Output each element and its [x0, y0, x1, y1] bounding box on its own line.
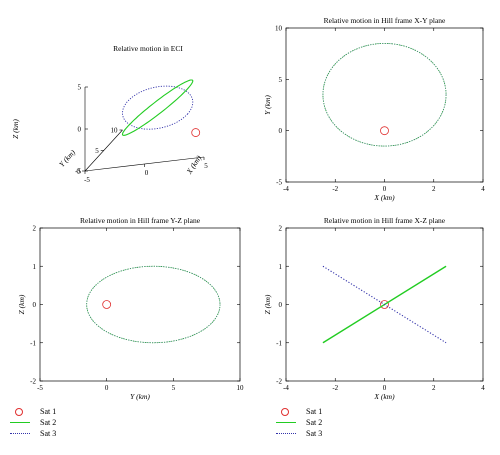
legend-label: Sat 1 — [40, 407, 57, 416]
x-axis-label: X (km) — [184, 153, 203, 176]
y-axis-label: Y (km) — [263, 95, 272, 115]
plot-frame — [285, 27, 484, 183]
y-tick-label: 1 — [33, 263, 37, 271]
plot-frame — [39, 227, 241, 382]
sat3-trajectory — [322, 265, 447, 344]
x-tick-label: 4 — [481, 185, 485, 193]
legend-entry: Sat 2 — [10, 417, 56, 428]
z-tick-label: -5 — [75, 168, 81, 176]
sat1-marker — [380, 300, 389, 309]
y-tick-label: -2 — [276, 378, 282, 386]
y-tick-label: 2 — [33, 225, 37, 233]
y-tick-label: 0 — [279, 127, 283, 135]
plot-title: Relative motion in ECI — [113, 44, 183, 53]
sat1-marker — [102, 300, 112, 309]
legend-label: Sat 1 — [306, 407, 323, 416]
sat2-trajectory — [121, 79, 194, 136]
legend-symbol — [10, 417, 30, 428]
x-tick-label: 0 — [145, 169, 149, 177]
x-tick-label: 0 — [383, 185, 387, 193]
legend-right: Sat 1 Sat 2 Sat 3 — [276, 406, 322, 439]
x-tick-label: -5 — [37, 384, 43, 392]
y-tick-label: -5 — [276, 179, 282, 187]
sat2-trajectory — [86, 265, 221, 344]
line-style-icon — [276, 422, 296, 423]
x-tick-label: -2 — [332, 384, 338, 392]
x-tick-label: 0 — [383, 384, 387, 392]
y-tick-label: 5 — [95, 147, 99, 155]
legend-label: Sat 3 — [306, 429, 323, 438]
y-tick-label: 0 — [77, 168, 81, 176]
y-tick-label: 5 — [279, 76, 283, 84]
legend-symbol — [10, 406, 30, 417]
line-style-icon — [276, 433, 296, 434]
x-axis-label: X (km) — [373, 193, 395, 202]
y-tick-label: 0 — [33, 301, 37, 309]
sat1-marker — [380, 126, 389, 136]
y-tick-label: 10 — [111, 127, 119, 135]
legend-entry: Sat 3 — [276, 428, 322, 439]
sat2-trajectory — [322, 42, 447, 147]
y-tick-label: 2 — [279, 225, 283, 233]
x-tick-label: -2 — [332, 185, 338, 193]
legend-symbol — [276, 417, 296, 428]
x-tick-label: 4 — [481, 384, 485, 392]
y-tick-label: 10 — [275, 25, 283, 33]
y-axis-label: Z (km) — [263, 294, 272, 314]
legend-entry: Sat 1 — [276, 406, 322, 417]
z-tick-label: 0 — [78, 126, 82, 134]
legend-entry: Sat 3 — [10, 428, 56, 439]
legend-label: Sat 2 — [306, 418, 323, 427]
x-tick-label: 10 — [237, 384, 245, 392]
y-tick-label: -1 — [276, 339, 282, 347]
legend-symbol — [276, 406, 296, 417]
y-axis-label: Y (km) — [57, 148, 77, 169]
y-tick-label: -2 — [30, 378, 36, 386]
y-tick-label: 1 — [279, 263, 283, 271]
sat3-trajectory — [322, 43, 447, 147]
plot-title: Relative motion in Hill frame X-Y plane — [324, 16, 446, 25]
legend-symbol — [10, 428, 30, 439]
circle-marker-icon — [281, 408, 289, 416]
legend-left: Sat 1 Sat 2 Sat 3 — [10, 406, 56, 439]
circle-marker-icon — [15, 408, 23, 416]
x-tick-label: -5 — [84, 176, 90, 184]
x-axis-label: X (km) — [373, 392, 395, 401]
z-axis-label: Z (km) — [11, 119, 20, 139]
x-tick-label: 0 — [105, 384, 109, 392]
sat3-trajectory — [86, 265, 221, 344]
y-tick-label: -1 — [30, 339, 36, 347]
x-tick-label: 5 — [204, 162, 208, 170]
x-tick-label: 2 — [432, 384, 436, 392]
legend-entry: Sat 1 — [10, 406, 56, 417]
y-axis-label: Z (km) — [17, 294, 26, 314]
sat3-trajectory — [122, 85, 194, 130]
legend-entry: Sat 2 — [276, 417, 322, 428]
legend-label: Sat 2 — [40, 418, 57, 427]
line-style-icon — [10, 433, 30, 434]
z-tick-label: 5 — [78, 84, 82, 92]
plot-title: Relative motion in Hill frame X-Z plane — [324, 216, 446, 225]
sat1-marker — [191, 128, 201, 137]
y-tick-label: 0 — [279, 301, 283, 309]
line-style-icon — [10, 422, 30, 423]
x-tick-label: 5 — [172, 384, 176, 392]
x-tick-label: -4 — [283, 384, 289, 392]
legend-label: Sat 3 — [40, 429, 57, 438]
x-tick-label: 2 — [432, 185, 436, 193]
legend-symbol — [276, 428, 296, 439]
x-tick-label: -4 — [283, 185, 289, 193]
plot-panel-2: -5 0 5 10 -2 -1 0 1 2 Relative motion in Hill fra… — [17, 216, 244, 401]
x-axis-label: Y (km) — [130, 392, 150, 401]
plot-panel-1: -4 -2 0 2 4 -5 0 5 10 Relative motion in Hill fra… — [263, 16, 485, 202]
plot-title: Relative motion in Hill frame Y-Z plane — [80, 216, 201, 225]
